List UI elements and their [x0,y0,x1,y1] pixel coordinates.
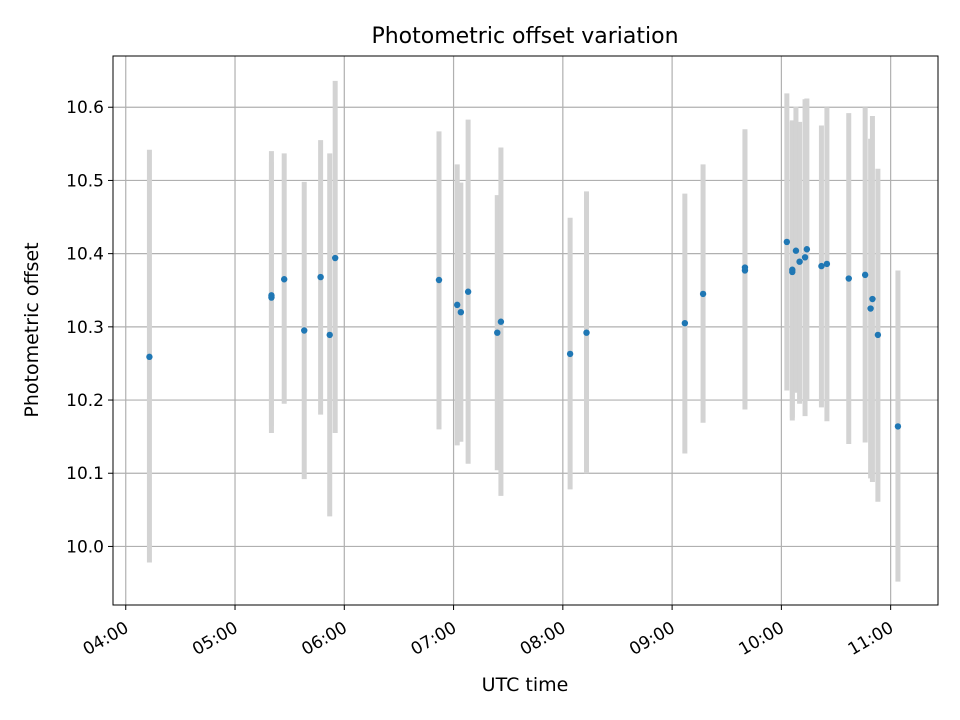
data-point [874,331,882,339]
data-point [894,423,902,430]
data-point [326,331,333,339]
y-tick-label: 10.3 [66,318,104,338]
data-point [494,329,501,336]
data-point [741,264,749,271]
data-point [454,301,461,309]
y-tick-label: 10.2 [66,391,104,411]
plot-area-frame [112,55,939,606]
data-point [497,318,505,325]
x-tick-label: 10:00 [735,618,787,660]
x-tick-label: 08:00 [517,618,569,660]
data-point [146,353,153,361]
data-point [861,271,869,279]
data-point [801,254,809,261]
y-tick-label: 10.6 [66,98,104,118]
data-point [783,238,791,246]
data-point [457,309,465,316]
data-point [796,258,803,265]
x-axis-label: UTC time [482,674,569,696]
x-tick-label: 04:00 [80,618,132,660]
data-point [301,327,308,334]
data-point [867,305,874,312]
data-point [803,246,811,253]
data-point [464,288,472,295]
x-tick-label: 05:00 [189,618,241,660]
data-point [823,260,831,268]
y-axis-label: Photometric offset [21,242,43,417]
x-tick-label: 11:00 [845,618,897,660]
y-tick-label: 10.4 [66,245,104,265]
y-axis-ticks: 10.0 10.1 10.2 10.3 10.4 10.5 10.6 [66,98,113,557]
data-point [845,275,852,282]
data-point [280,276,288,283]
data-point [268,292,275,299]
x-tick-label: 06:00 [298,618,350,660]
data-point [317,273,324,281]
data-point [818,262,825,270]
data-point [583,329,590,336]
data-points [146,238,902,430]
x-tick-label: 09:00 [626,618,678,660]
data-point [699,290,707,298]
x-axis-ticks: 04:00 05:00 06:00 07:00 08:00 09:00 10:00 11:00 [80,605,897,660]
chart-title: Photometric offset variation [371,24,678,49]
data-point [435,276,443,284]
x-tick-label: 07:00 [408,618,460,660]
data-point [681,319,689,327]
y-tick-label: 10.5 [66,171,104,191]
data-point [789,266,796,273]
grid [113,56,938,605]
data-point [792,247,800,254]
error-bars [146,80,901,582]
y-tick-label: 10.0 [66,537,104,557]
data-point [566,350,574,358]
data-point [331,254,339,262]
y-tick-label: 10.1 [66,464,104,484]
data-point [869,295,876,303]
